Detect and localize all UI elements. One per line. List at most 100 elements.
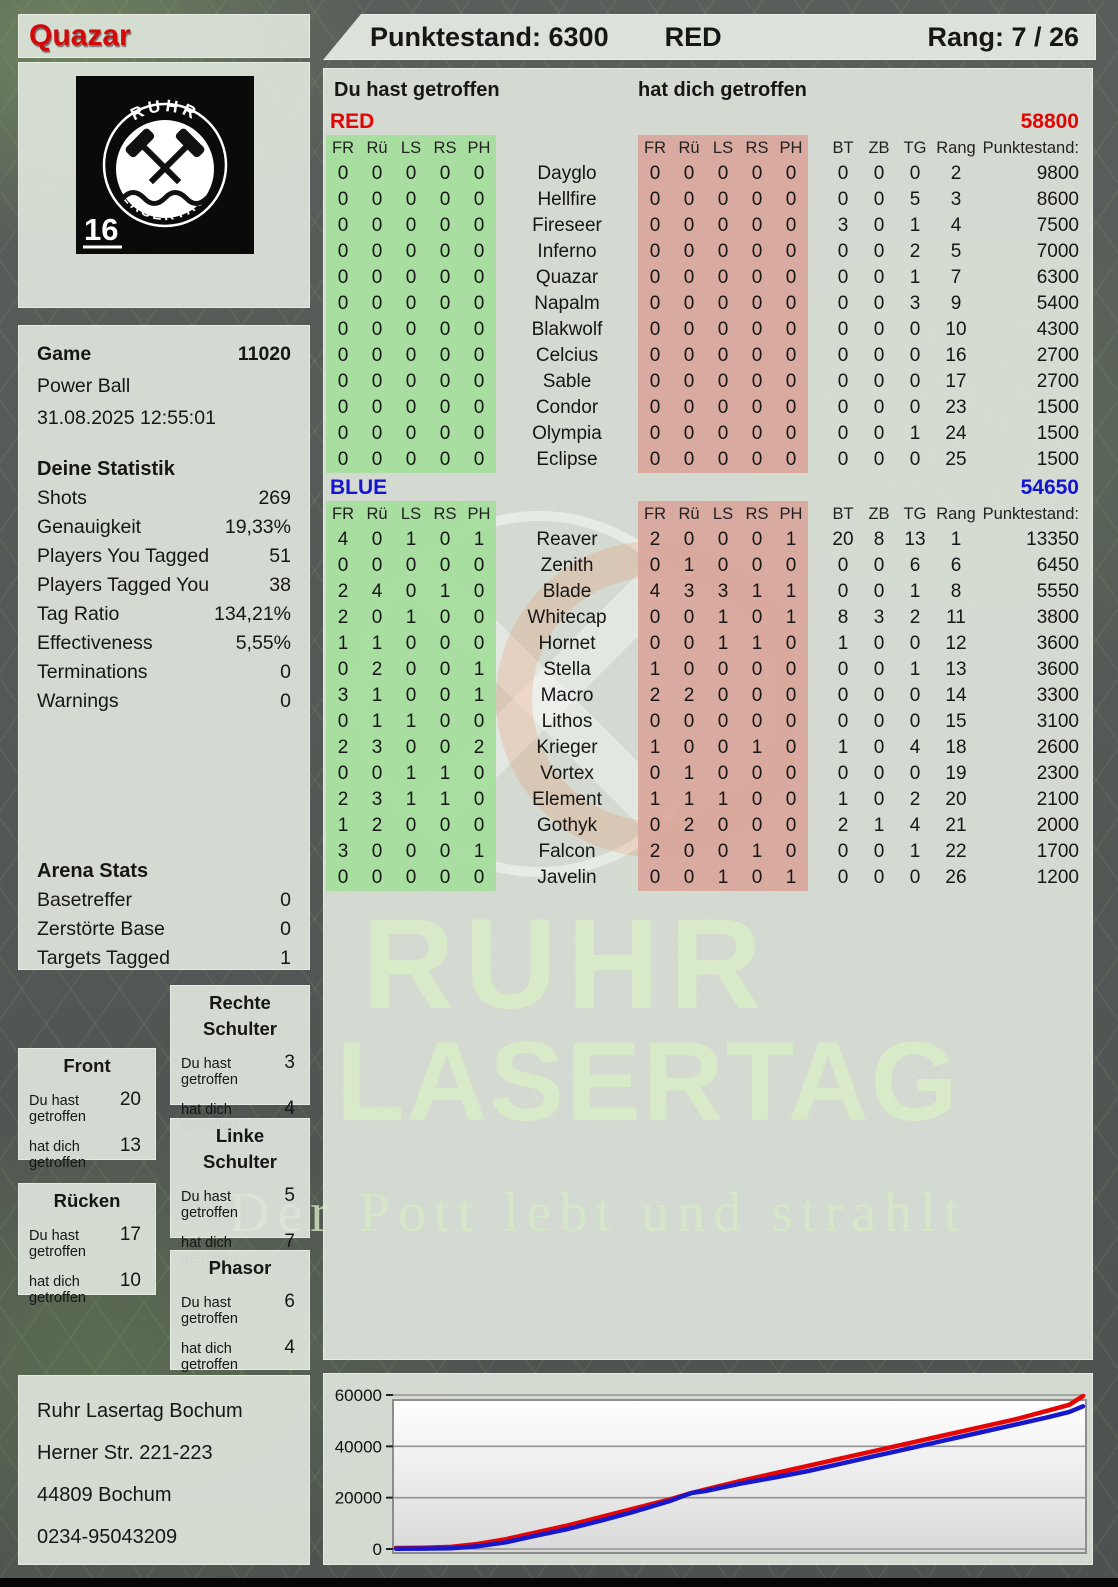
stat-row: Tag Ratio 134,21% (37, 600, 291, 629)
you-hit-cell: 0 (405, 815, 417, 836)
hit-you-cell: 3 (683, 581, 695, 602)
hit-you-cell: 0 (717, 215, 729, 236)
wave-icon (120, 190, 210, 206)
hit-you-cell: 0 (683, 633, 695, 654)
you-hit-cell: 1 (371, 711, 383, 732)
stat-row: Players You Tagged 51 (37, 542, 291, 571)
hit-you-cell: 0 (785, 189, 797, 210)
you-hit-cell: 0 (439, 189, 451, 210)
hit-you-zone-background (638, 501, 808, 891)
table-row: 3 0 0 0 1 Falcon 2 0 0 1 0 0 0 1 22 1700 (326, 839, 1079, 865)
arena-stat-label: Basetreffer (37, 889, 133, 911)
hit-you-cell: 0 (717, 423, 729, 444)
score-cell: 6450 (1036, 555, 1079, 576)
column-header: FR (332, 138, 354, 157)
hit-you-cell: 0 (717, 267, 729, 288)
you-hit-cell: 0 (439, 841, 451, 862)
hit-you-cell: 0 (751, 241, 763, 262)
you-hit-cell: 0 (473, 163, 485, 184)
page-bottom-bar (0, 1578, 1118, 1587)
rank-cell: 15 (945, 711, 967, 732)
you-hit-cell: 0 (439, 163, 451, 184)
hitzone-right-shoulder: Rechte Schulter Du hast getroffen 3 hat d… (170, 985, 310, 1134)
hit-you-cell: 0 (649, 345, 661, 366)
player-name-cell: Condor (535, 397, 599, 418)
hit-you-cell: 0 (717, 189, 729, 210)
zb-cell: 0 (873, 345, 885, 366)
hit-you-cell: 0 (785, 241, 797, 262)
you-hit-cell: 0 (405, 241, 417, 262)
table-row: 0 0 0 0 0 Hellfire 0 0 0 0 0 0 0 5 3 8600 (326, 187, 1079, 213)
zb-cell: 0 (873, 841, 885, 862)
hitzone-front: Front Du hast getroffen 20 hat dich getro… (18, 1048, 156, 1171)
stats-rows: Shots 269 Genauigkeit 19,33% Players You Tag… (37, 484, 291, 716)
hit-you-cell: 0 (717, 241, 729, 262)
table-header-row: FR Rü LS RS PH FR Rü LS RS PH BT ZB TG Rang Punktestan… (326, 135, 1079, 161)
table-row: 0 0 0 0 0 Dayglo 0 0 0 0 0 0 0 0 2 9800 (326, 161, 1079, 187)
table-row: 0 0 0 0 0 Zenith 0 1 0 0 0 0 0 6 6 6450 (326, 553, 1079, 579)
watermark-ruhr: RUHR (362, 893, 772, 1036)
column-header: LS (400, 504, 422, 523)
score-table-panel: RUHR LASERTAG Der Pott lebt und strahlt … (229, 68, 1093, 1360)
stats-title: Deine Statistik (37, 458, 175, 480)
column-header: Rang (936, 138, 976, 157)
bt-cell: 0 (837, 867, 849, 888)
rank-cell: 12 (945, 633, 967, 654)
player-name-cell: Krieger (536, 737, 598, 758)
zb-cell: 0 (873, 581, 885, 602)
score-cell: 2700 (1036, 345, 1079, 366)
zb-cell: 0 (873, 319, 885, 340)
you-hit-cell: 0 (405, 737, 417, 758)
hit-you-cell: 1 (683, 555, 695, 576)
table-row: 0 0 0 0 0 Fireseer 0 0 0 0 0 3 0 1 4 7500 (326, 213, 1079, 239)
hit-you-cell: 0 (649, 215, 661, 236)
you-hit-cell: 0 (405, 345, 417, 366)
hit-you-cell: 0 (717, 659, 729, 680)
you-hit-cell: 0 (371, 163, 383, 184)
player-name-cell: Vortex (540, 763, 594, 784)
you-hit-cell: 0 (439, 241, 451, 262)
you-hit-cell: 0 (473, 267, 485, 288)
team-red-header: RED 58800 (326, 109, 1079, 135)
stat-row: Terminations 0 (37, 658, 291, 687)
hit-you-cell: 0 (785, 423, 797, 444)
stat-label: Warnings (37, 690, 119, 712)
player-name-cell: Olympia (532, 423, 602, 444)
stat-row: Genauigkeit 19,33% (37, 513, 291, 542)
arena-stat-row: Basetreffer 0 (37, 886, 291, 915)
bt-cell: 0 (837, 711, 849, 732)
hit-you-cell: 0 (683, 163, 695, 184)
score-cell: 7500 (1036, 215, 1079, 236)
you-hit-cell: 0 (371, 607, 383, 628)
tg-cell: 6 (909, 555, 921, 576)
stat-label: Terminations (37, 661, 148, 683)
hit-you-cell: 0 (751, 711, 763, 732)
stat-value: 51 (269, 545, 291, 567)
you-hit-cell: 0 (337, 241, 349, 262)
column-header: Rü (678, 504, 700, 523)
zb-cell: 0 (873, 555, 885, 576)
hit-you-cell: 0 (649, 633, 661, 654)
you-hit-cell: 0 (371, 449, 383, 470)
venue-address-panel: Ruhr Lasertag Bochum Herner Str. 221-223 4… (18, 1375, 310, 1565)
you-hit-cell: 0 (473, 215, 485, 236)
hit-you-cell: 0 (649, 163, 661, 184)
score-cell: 6300 (1036, 267, 1079, 288)
column-header: FR (644, 138, 666, 157)
rank-cell: 19 (945, 763, 967, 784)
you-hit-cell: 1 (337, 815, 349, 836)
table-row: 0 0 0 0 0 Quazar 0 0 0 0 0 0 0 1 7 6300 (326, 265, 1079, 291)
tg-cell: 0 (909, 633, 921, 654)
column-header: RS (745, 504, 769, 523)
hit-you-cell: 0 (717, 319, 729, 340)
table-row: 0 0 0 0 0 Inferno 0 0 0 0 0 0 0 2 5 7000 (326, 239, 1079, 265)
you-hit-cell: 0 (473, 555, 485, 576)
you-hit-cell: 0 (337, 555, 349, 576)
you-hit-cell: 0 (405, 449, 417, 470)
you-hit-cell: 0 (473, 423, 485, 444)
hit-you-cell: 1 (683, 763, 695, 784)
you-hit-cell: 0 (439, 659, 451, 680)
hit-you-cell: 1 (785, 607, 797, 628)
you-hit-cell: 0 (405, 293, 417, 314)
you-hit-cell: 1 (473, 685, 485, 706)
